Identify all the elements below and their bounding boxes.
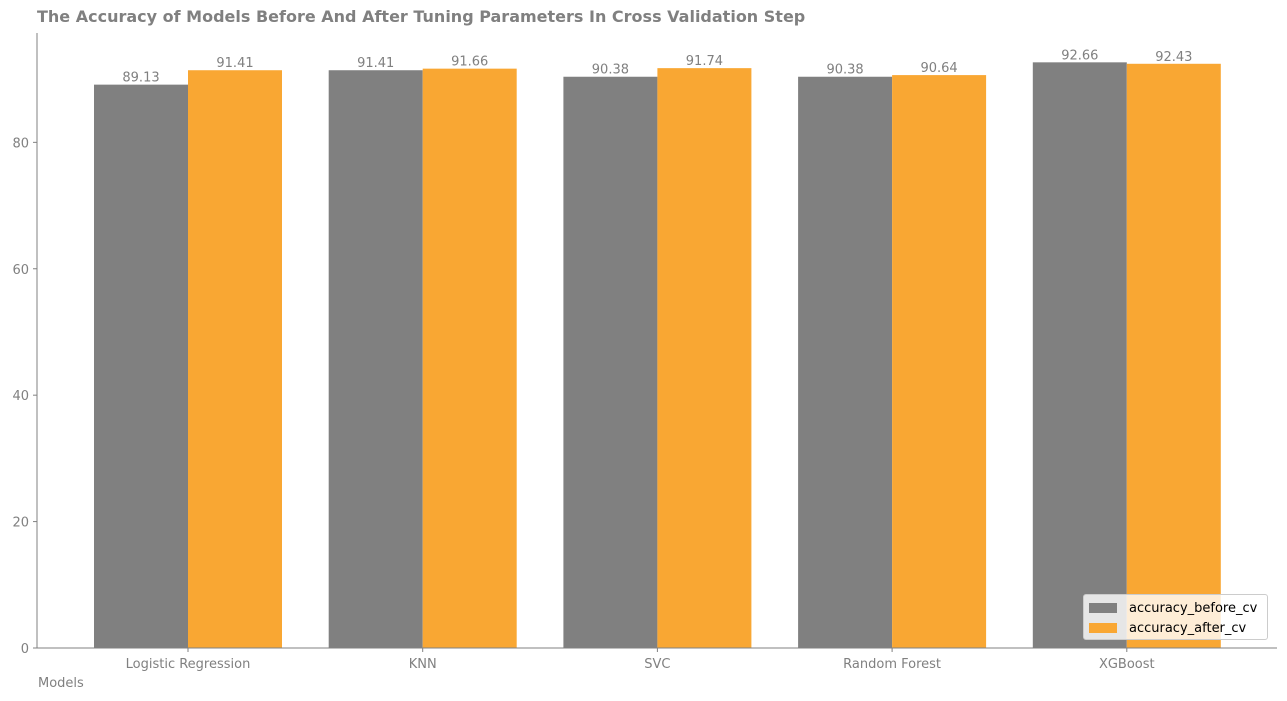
x-tick-label: XGBoost [1099, 657, 1155, 672]
legend-label-after: accuracy_after_cv [1129, 620, 1247, 636]
legend-label-before: accuracy_before_cv [1129, 600, 1258, 616]
x-tick-label: SVC [644, 657, 670, 672]
y-tick-label: 0 [21, 642, 29, 657]
bar-accuracy_before_cv-0 [94, 84, 188, 648]
bar-accuracy_before_cv-4 [1032, 62, 1127, 648]
bar-accuracy_after_cv-3 [892, 75, 987, 648]
x-tick-label: KNN [409, 657, 437, 672]
y-tick-label: 20 [12, 516, 29, 531]
bar-value-label: 89.13 [122, 71, 159, 86]
bar-value-label: 91.74 [686, 54, 723, 69]
bar-value-label: 92.43 [1155, 50, 1192, 65]
legend-item-before: accuracy_before_cv [1089, 599, 1257, 617]
y-tick-label: 80 [12, 136, 29, 151]
legend-swatch-before [1089, 603, 1117, 613]
bar-value-label: 91.41 [357, 56, 394, 71]
bar-value-label: 91.66 [451, 55, 488, 70]
x-tick-label: Random Forest [843, 657, 941, 672]
x-axis-label: Models [38, 676, 84, 691]
bar-accuracy_after_cv-2 [657, 68, 752, 648]
x-tick-label: Logistic Regression [126, 657, 251, 672]
bar-accuracy_before_cv-1 [328, 70, 423, 648]
bar-labels-layer: 89.13 91.41 90.38 90.38 92.66 91.41 91.66 91.74… [122, 48, 1192, 85]
bar-accuracy_after_cv-0 [188, 70, 282, 648]
bars-layer [94, 62, 1221, 649]
axes-layer: 0 20 40 60 80 Logistic Regression KNN SVC Random… [12, 33, 1277, 672]
bar-accuracy_before_cv-3 [798, 76, 893, 648]
chart-title: The Accuracy of Models Before And After … [37, 7, 806, 26]
legend: accuracy_before_cv accuracy_after_cv [1083, 594, 1268, 640]
bar-accuracy_after_cv-1 [422, 68, 517, 649]
bar-value-label: 90.38 [592, 63, 629, 78]
legend-swatch-after [1089, 623, 1117, 633]
bar-value-label: 92.66 [1061, 48, 1098, 63]
bar-value-label: 91.41 [216, 56, 253, 71]
y-tick-label: 60 [12, 263, 29, 278]
bar-value-label: 90.38 [826, 63, 863, 78]
bar-accuracy_after_cv-4 [1126, 63, 1221, 648]
bar-accuracy_before_cv-2 [563, 76, 658, 648]
bar-value-label: 90.64 [920, 61, 957, 76]
legend-item-after: accuracy_after_cv [1089, 619, 1246, 637]
y-tick-label: 40 [12, 389, 29, 404]
